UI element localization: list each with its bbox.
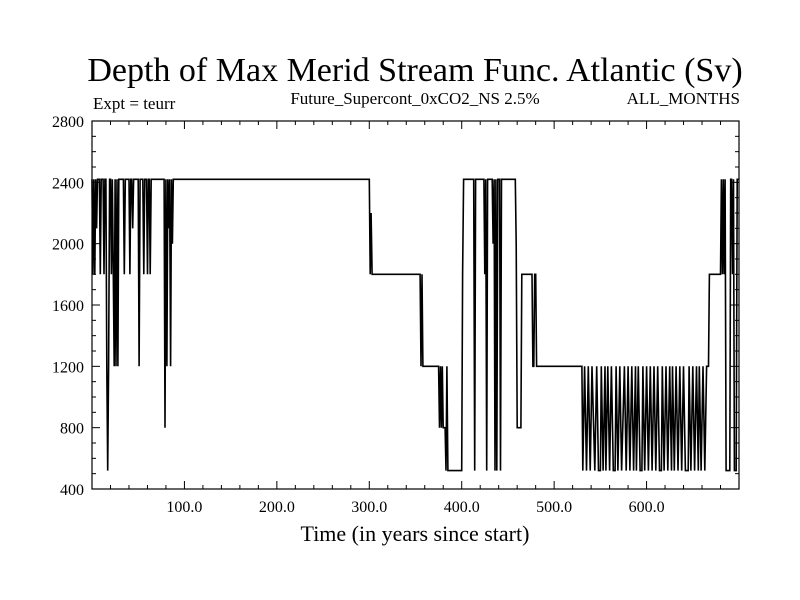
y-tick-label: 400 bbox=[60, 482, 84, 499]
x-tick-label: 300.0 bbox=[351, 499, 387, 516]
months-label: ALL_MONTHS bbox=[627, 89, 740, 108]
x-tick-label: 400.0 bbox=[444, 499, 480, 516]
x-tick-label: 200.0 bbox=[259, 499, 295, 516]
chart-title: Depth of Max Merid Stream Func. Atlantic… bbox=[87, 52, 742, 89]
y-tick-label: 1200 bbox=[52, 359, 84, 376]
x-tick-label: 100.0 bbox=[166, 499, 202, 516]
plot-frame bbox=[91, 120, 740, 490]
y-axis-ticks: 400 800 1200 1600 2000 2400 2800 bbox=[52, 114, 739, 499]
y-tick-label: 1600 bbox=[52, 298, 84, 315]
y-tick-label: 2000 bbox=[52, 237, 84, 254]
series-line bbox=[91, 178, 739, 472]
experiment-label: Expt = teurr bbox=[93, 94, 176, 113]
run-name-label: Future_Supercont_0xCO2_NS 2.5% bbox=[290, 89, 539, 108]
y-tick-label: 2400 bbox=[52, 175, 84, 192]
y-tick-label: 2800 bbox=[52, 114, 84, 131]
x-tick-label: 500.0 bbox=[536, 499, 572, 516]
x-tick-label: 600.0 bbox=[629, 499, 665, 516]
x-axis-ticks: 100.0 200.0 300.0 400.0 500.0 600.0 bbox=[109, 121, 722, 516]
y-tick-label: 800 bbox=[60, 421, 84, 438]
x-axis-label: Time (in years since start) bbox=[301, 521, 530, 546]
